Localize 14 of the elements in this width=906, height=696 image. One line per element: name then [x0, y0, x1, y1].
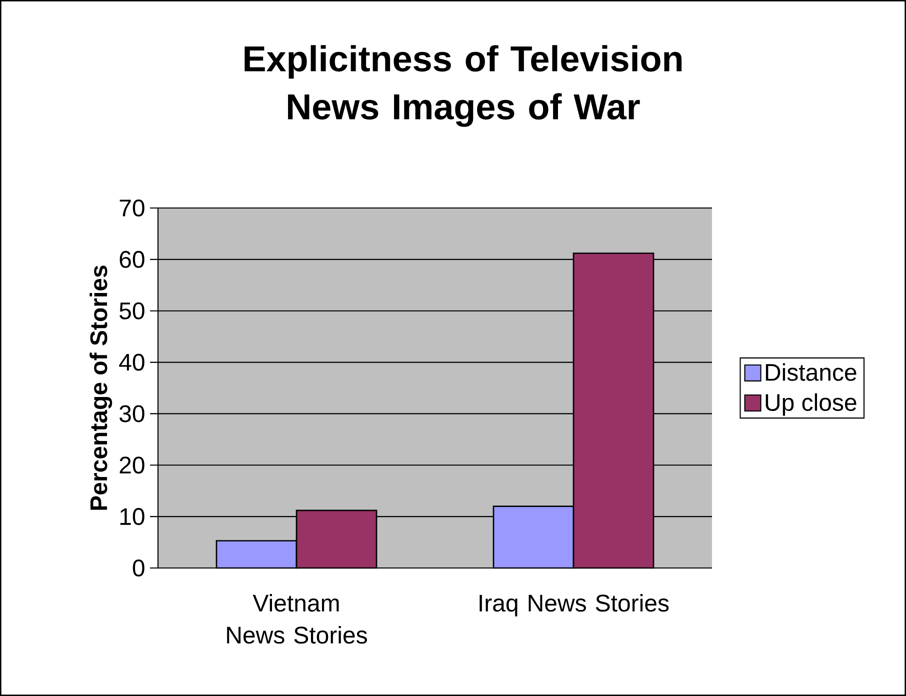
- y-tick-label: 50: [120, 302, 144, 320]
- y-tick-label: 40: [119, 354, 144, 371]
- y-tick-label: 30: [120, 405, 144, 422]
- chart-title: Explicitness of Television News Images of War: [244, 45, 682, 127]
- x-tick-label: Vietnam News Stories: [227, 594, 367, 644]
- x-tick-label: Iraq News Stories: [480, 594, 669, 616]
- legend-label: Distance: [766, 363, 856, 381]
- y-tick-label: 0: [132, 559, 144, 576]
- y-tick-label: 10: [120, 508, 144, 526]
- legend-label: Up close: [766, 393, 856, 416]
- y-tick-label: 20: [120, 456, 144, 474]
- y-tick-label: 60: [120, 250, 144, 268]
- y-tick-label: 70: [120, 199, 144, 216]
- y-axis-title: Percentage of Stories: [90, 266, 112, 510]
